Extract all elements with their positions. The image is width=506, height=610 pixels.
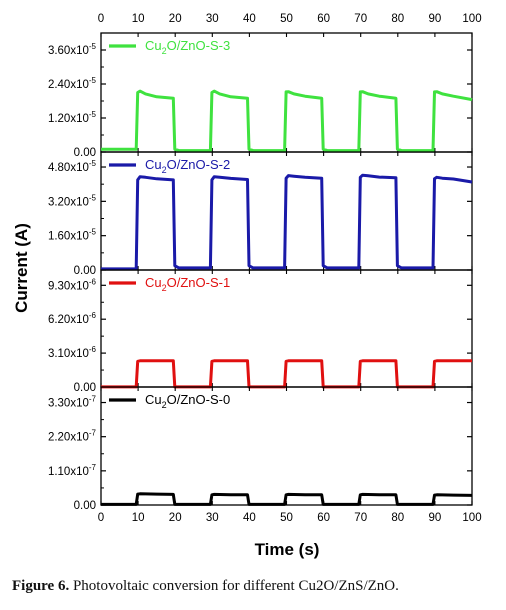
legend-label-s2: Cu2O/ZnO-S-2	[145, 157, 230, 175]
series-line-s3	[101, 89, 473, 153]
y-tick-label-s3-2: 2.40x10-5	[48, 76, 97, 91]
legend-label-s3: Cu2O/ZnO-S-3	[145, 38, 230, 56]
y-tick-label-s0-2: 2.20x10-7	[48, 429, 97, 444]
y-tick-label-s0-3: 3.30x10-7	[48, 395, 97, 410]
y-tick-label-s1-3: 9.30x10-6	[48, 277, 97, 292]
y-axis-title: Current (A)	[12, 223, 31, 313]
y-tick-label-s2-3: 4.80x10-5	[48, 159, 97, 174]
top-x-axis: 0 10 20 30 40 50 60 70 80 90 100	[98, 13, 482, 25]
x-bottom-tick-label-5: 50	[280, 512, 293, 524]
x-top-tick-label-9: 90	[429, 13, 442, 25]
legend-label-s1: Cu2O/ZnO-S-1	[145, 275, 230, 293]
panel-s0: 0.00 1.10x10-7 2.20x10-7 3.30x10-7 Cu2O/ZnO-…	[48, 386, 473, 512]
x-top-tick-label-3: 30	[206, 13, 219, 25]
legend-label-s0: Cu2O/ZnO-S-0	[145, 392, 230, 410]
series-line-s0	[101, 492, 473, 506]
y-tick-label-s3-1: 1.20x10-5	[48, 110, 97, 125]
panel-s3: 0.00 1.20x10-5 2.40x10-5 3.60x10-5 Cu2O/ZnO-…	[48, 32, 473, 159]
x-top-tick-label-10: 100	[462, 13, 481, 25]
x-top-tick-label-0: 0	[98, 13, 104, 25]
x-bottom-tick-label-9: 90	[429, 512, 442, 524]
x-bottom-tick-label-2: 20	[169, 512, 182, 524]
y-tick-label-s0-1: 1.10x10-7	[48, 463, 97, 478]
x-bottom-tick-label-4: 40	[243, 512, 256, 524]
x-top-tick-label-1: 10	[132, 13, 145, 25]
series-line-s1	[101, 359, 472, 389]
y-tick-label-s0-0: 0.00	[74, 500, 96, 512]
x-bottom-tick-label-0: 0	[98, 512, 104, 524]
x-bottom-tick-label-7: 70	[354, 512, 367, 524]
panel-s2: 0.00 1.60x10-5 3.20x10-5 4.80x10-5 Cu2O/ZnO-…	[48, 151, 473, 277]
y-tick-label-s3-3: 3.60x10-5	[48, 42, 97, 57]
y-tick-label-s3-0: 0.00	[74, 147, 96, 159]
y-tick-label-s2-0: 0.00	[74, 265, 96, 277]
x-top-tick-label-8: 80	[391, 13, 404, 25]
x-bottom-tick-label-10: 100	[462, 512, 481, 524]
panel-s1: 0.00 3.10x10-6 6.20x10-6 9.30x10-6 Cu2O/ZnO-…	[48, 269, 473, 394]
x-bottom-tick-label-8: 80	[391, 512, 404, 524]
x-top-tick-label-6: 60	[317, 13, 330, 25]
x-bottom-tick-label-3: 30	[206, 512, 219, 524]
y-tick-label-s2-2: 3.20x10-5	[48, 193, 97, 208]
caption-text: Photovoltaic conversion for different Cu…	[72, 578, 399, 594]
bottom-x-axis: 0 10 20 30 40 50 60 70 80 90 100	[98, 512, 482, 524]
y-tick-label-s1-1: 3.10x10-6	[48, 345, 97, 360]
caption-label: Figure 6.	[12, 578, 70, 594]
x-top-tick-label-2: 20	[169, 13, 182, 25]
x-top-tick-label-7: 70	[354, 13, 367, 25]
x-top-tick-label-5: 50	[280, 13, 293, 25]
y-tick-label-s2-1: 1.60x10-5	[48, 228, 97, 243]
x-axis-title: Time (s)	[255, 540, 320, 559]
x-top-tick-label-4: 40	[243, 13, 256, 25]
series-line-s2	[101, 173, 473, 271]
y-tick-label-s1-2: 6.20x10-6	[48, 311, 97, 326]
panels-group: 0.00 1.20x10-5 2.40x10-5 3.60x10-5 Cu2O/ZnO-…	[48, 32, 473, 512]
y-tick-label-s1-0: 0.00	[74, 382, 96, 394]
x-bottom-tick-label-6: 60	[317, 512, 330, 524]
figure-caption: Figure 6. Photovoltaic conversion for di…	[12, 578, 502, 595]
x-bottom-tick-label-1: 10	[132, 512, 145, 524]
